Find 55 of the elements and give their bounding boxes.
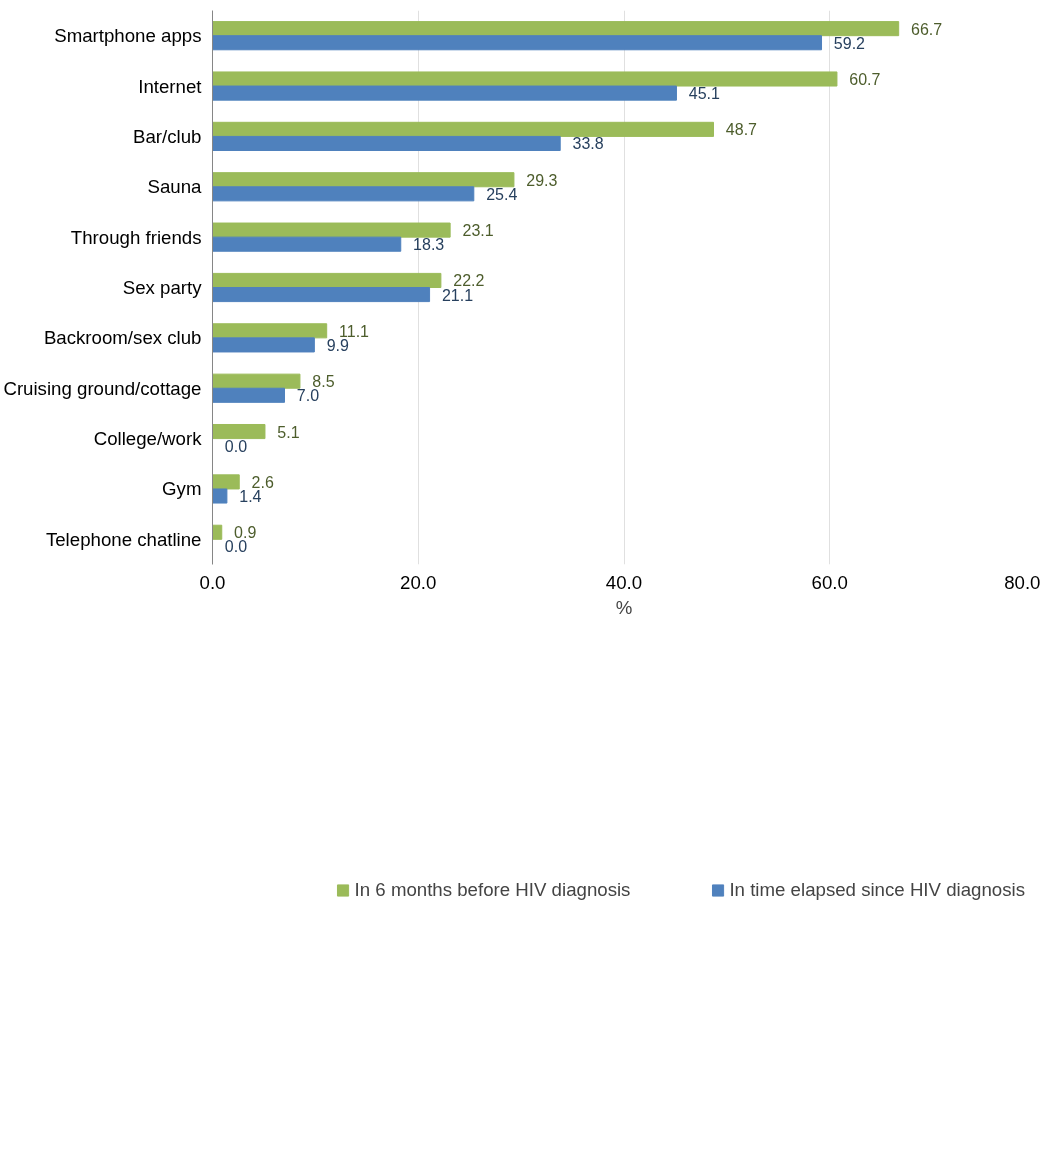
bar xyxy=(212,287,431,303)
bar xyxy=(212,21,900,37)
bar xyxy=(212,222,451,238)
y-tick-label: Backroom/sex club xyxy=(43,327,202,349)
x-tick-label: 40.0 xyxy=(605,571,643,593)
bar xyxy=(212,186,475,202)
data-label: 0.0 xyxy=(224,437,248,455)
bar xyxy=(212,387,286,403)
bar xyxy=(212,71,838,87)
data-label: 25.4 xyxy=(486,185,518,203)
data-label: 7.0 xyxy=(296,387,320,405)
data-label: 66.7 xyxy=(911,20,943,38)
data-label: 60.7 xyxy=(849,70,881,88)
y-tick-label: Sex party xyxy=(122,277,203,298)
data-label: 18.3 xyxy=(413,236,445,254)
y-tick-label: Internet xyxy=(138,75,203,97)
bar xyxy=(212,323,328,339)
bar xyxy=(212,423,266,440)
data-label: 23.1 xyxy=(462,222,494,240)
data-label: 33.8 xyxy=(572,135,604,153)
bar xyxy=(212,488,228,504)
bar xyxy=(212,272,442,288)
data-label: 29.3 xyxy=(526,171,558,189)
x-tick-label: 20.0 xyxy=(400,571,437,593)
bar xyxy=(212,135,561,152)
bar xyxy=(212,121,714,137)
legend-label: In time elapsed since HIV diagnosis xyxy=(729,879,1025,901)
bar xyxy=(212,236,402,252)
data-label: 2.6 xyxy=(251,473,274,491)
y-tick-label: Cruising ground/cottage xyxy=(3,377,202,399)
bar xyxy=(212,35,823,51)
bar xyxy=(212,337,315,353)
y-tick-label: Smartphone apps xyxy=(54,25,202,47)
y-tick-label: Bar/club xyxy=(133,125,202,147)
data-label: 45.1 xyxy=(688,85,721,103)
bar xyxy=(212,373,301,389)
x-tick-label: 80.0 xyxy=(1004,571,1041,593)
x-tick-label: 60.0 xyxy=(811,571,848,593)
y-tick-label: Telephone chatline xyxy=(45,528,202,550)
bar xyxy=(212,85,677,101)
data-label: 48.7 xyxy=(725,121,758,139)
y-tick-label: Gym xyxy=(162,478,202,500)
x-axis-title: % xyxy=(615,596,633,618)
bar xyxy=(212,172,515,188)
y-tick-label: College/work xyxy=(93,428,203,450)
bar xyxy=(212,474,240,490)
legend-label: In 6 months before HIV diagnosis xyxy=(354,879,631,901)
data-label: 1.4 xyxy=(239,488,262,506)
data-label: 0.0 xyxy=(224,538,248,556)
data-label: 59.2 xyxy=(833,34,866,52)
y-tick-label: Sauna xyxy=(147,176,203,198)
bar xyxy=(212,524,223,540)
x-tick-label: 0.0 xyxy=(199,571,226,593)
data-label: 5.1 xyxy=(277,423,300,441)
y-tick-label: Through friends xyxy=(70,226,202,248)
